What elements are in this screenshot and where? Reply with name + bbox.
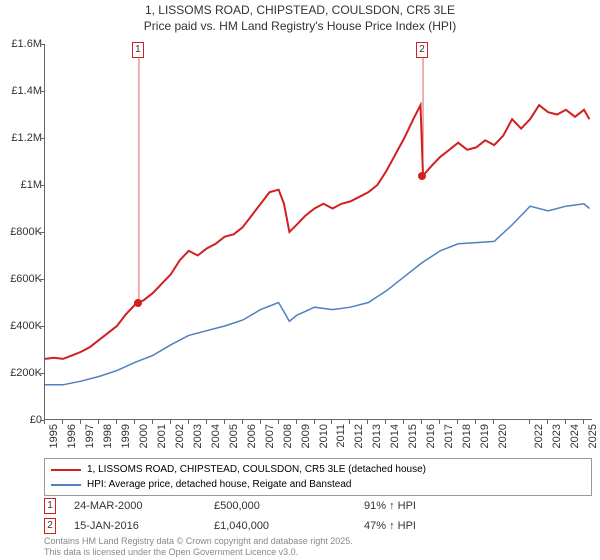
sale-date-2: 15-JAN-2016: [74, 520, 214, 532]
x-tick-label: 2019: [479, 424, 491, 454]
x-tick-label: 2006: [246, 424, 258, 454]
y-tick-label: £1.2M: [2, 132, 42, 144]
y-tick-label: £200K: [2, 367, 42, 379]
series-hpi: [45, 204, 589, 385]
legend-label-hpi: HPI: Average price, detached house, Reig…: [87, 477, 351, 492]
x-tick-label: 2025: [587, 424, 599, 454]
sale-price-2: £1,040,000: [214, 520, 364, 532]
y-tick-label: £1.4M: [2, 85, 42, 97]
x-tick-label: 2018: [461, 424, 473, 454]
chart-title: 1, LISSOMS ROAD, CHIPSTEAD, COULSDON, CR…: [0, 0, 600, 34]
x-tick-label: 2024: [569, 424, 581, 454]
x-tick-label: 1996: [66, 424, 78, 454]
x-tick-label: 2016: [425, 424, 437, 454]
x-tick-label: 1998: [102, 424, 114, 454]
x-tick-label: 2017: [443, 424, 455, 454]
y-tick-label: £0: [2, 414, 42, 426]
legend-swatch-price: [51, 469, 81, 471]
x-tick-label: 2013: [371, 424, 383, 454]
title-line-1: 1, LISSOMS ROAD, CHIPSTEAD, COULSDON, CR…: [145, 3, 455, 17]
sale-hpi-1: 91% ↑ HPI: [364, 500, 416, 512]
x-tick-label: 2000: [138, 424, 150, 454]
y-tick-label: £600K: [2, 273, 42, 285]
x-tick-label: 2009: [300, 424, 312, 454]
chart-lines: [45, 44, 593, 420]
x-tick-label: 2022: [533, 424, 545, 454]
plot-area: [44, 44, 592, 420]
legend-row-2: HPI: Average price, detached house, Reig…: [51, 477, 585, 492]
x-tick-label: 2003: [192, 424, 204, 454]
sale-row-1: 1 24-MAR-2000 £500,000 91% ↑ HPI: [44, 498, 592, 514]
legend: 1, LISSOMS ROAD, CHIPSTEAD, COULSDON, CR…: [44, 458, 592, 496]
x-tick-label: 1999: [120, 424, 132, 454]
sale-hpi-2: 47% ↑ HPI: [364, 520, 416, 532]
title-line-2: Price paid vs. HM Land Registry's House …: [144, 19, 456, 33]
x-tick-label: 2014: [389, 424, 401, 454]
x-tick-label: 2023: [551, 424, 563, 454]
sale-marker-2: 2: [44, 518, 56, 534]
sale-marker-1: 1: [44, 498, 56, 514]
x-tick-label: 2010: [318, 424, 330, 454]
footer-line-2: This data is licensed under the Open Gov…: [44, 547, 298, 557]
series-price_paid: [45, 105, 589, 359]
y-tick-label: £800K: [2, 226, 42, 238]
legend-row-1: 1, LISSOMS ROAD, CHIPSTEAD, COULSDON, CR…: [51, 462, 585, 477]
chart-marker-dot: [134, 299, 142, 307]
sale-row-2: 2 15-JAN-2016 £1,040,000 47% ↑ HPI: [44, 518, 592, 534]
x-tick-label: 2011: [335, 424, 347, 454]
chart-marker-box: 2: [416, 42, 428, 58]
x-tick-label: 2004: [210, 424, 222, 454]
x-tick-label: 2012: [353, 424, 365, 454]
y-tick-label: £1M: [2, 179, 42, 191]
x-tick-label: 2002: [174, 424, 186, 454]
x-tick-label: 2008: [282, 424, 294, 454]
x-tick-label: 2015: [407, 424, 419, 454]
sale-price-1: £500,000: [214, 500, 364, 512]
y-tick-label: £1.6M: [2, 38, 42, 50]
x-tick-label: 2005: [228, 424, 240, 454]
sale-date-1: 24-MAR-2000: [74, 500, 214, 512]
chart-container: 1, LISSOMS ROAD, CHIPSTEAD, COULSDON, CR…: [0, 0, 600, 560]
chart-marker-dot: [418, 172, 426, 180]
legend-swatch-hpi: [51, 484, 81, 486]
y-tick-label: £400K: [2, 320, 42, 332]
x-tick-label: 2001: [156, 424, 168, 454]
chart-marker-box: 1: [132, 42, 144, 58]
footer: Contains HM Land Registry data © Crown c…: [44, 536, 353, 558]
x-tick-label: 1997: [84, 424, 96, 454]
x-tick-label: 1995: [48, 424, 60, 454]
x-tick-label: 2020: [497, 424, 509, 454]
footer-line-1: Contains HM Land Registry data © Crown c…: [44, 536, 353, 546]
x-tick-label: 2007: [264, 424, 276, 454]
legend-label-price: 1, LISSOMS ROAD, CHIPSTEAD, COULSDON, CR…: [87, 462, 426, 477]
